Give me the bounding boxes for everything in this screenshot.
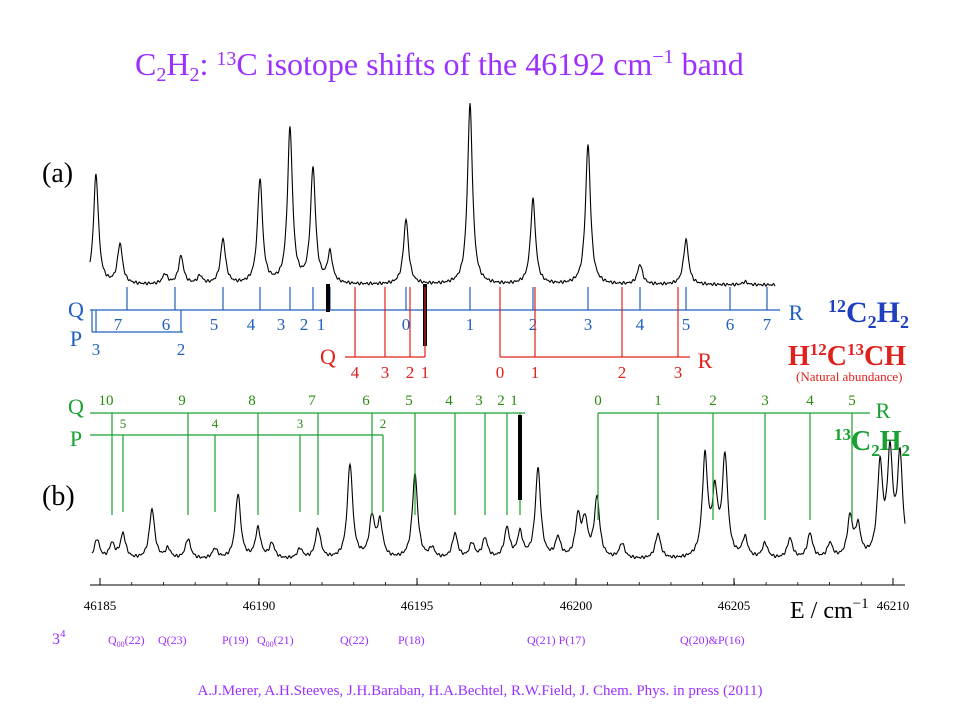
legend-note: (Natural abundance) (796, 369, 902, 384)
branch-label: 6 (162, 315, 171, 334)
x-tick-label: 46185 (84, 598, 117, 613)
branch-label: 1 (531, 363, 540, 382)
branch-label: 1 (317, 315, 326, 334)
branch-label: 2 (529, 315, 538, 334)
branch-label: 1 (466, 315, 475, 334)
branch-label: 7 (308, 393, 316, 409)
assignment: Q(20)&P(16) (680, 633, 745, 647)
x-tick-label: 46190 (243, 598, 276, 613)
branch-label: 1 (654, 393, 662, 409)
branch-label: 3 (761, 393, 769, 409)
branch-label: 4 (806, 393, 814, 409)
branch-label: 4 (445, 393, 453, 409)
legend-h12c13ch: H12C13CH (788, 340, 906, 372)
branch-label: 0 (594, 393, 602, 409)
branch-label: 2 (380, 416, 387, 431)
branch-label: 2 (497, 393, 505, 409)
branch-label: 2 (618, 363, 627, 382)
assignment: Q(21) P(17) (527, 633, 585, 647)
branch-label: R (789, 300, 804, 325)
assignment: Q00(22) (108, 633, 145, 649)
branch-label: R (698, 348, 713, 373)
branch-label: 5 (210, 315, 219, 334)
panel-label: (b) (42, 481, 75, 512)
branch-label: 5 (682, 315, 691, 334)
branch-label: 2 (300, 315, 309, 334)
citation: A.J.Merer, A.H.Steeves, J.H.Baraban, H.A… (198, 683, 763, 699)
assignments: 34 Q00(22) Q(23) P(19) Q00(21) Q(22) P(1… (52, 628, 745, 649)
branch-label: 6 (726, 315, 735, 334)
branch-label: Q (68, 297, 84, 322)
branch-label: 3 (674, 363, 683, 382)
legend-13c2h2: 13C2H2 (834, 425, 910, 460)
slide-title: C2H2: 13C isotope shifts of the 46192 cm… (135, 46, 744, 86)
branch-label: 9 (178, 393, 186, 409)
branch-label: Q (320, 344, 336, 369)
branch-label: 3 (92, 340, 101, 359)
x-axis-label: E / cm−1 (790, 596, 869, 624)
branch-label: 3 (297, 416, 304, 431)
legend-12c2h2: 12C2H2 (828, 296, 909, 332)
branch-label: 6 (362, 393, 370, 409)
branch-label: 7 (114, 315, 123, 334)
assignment: P(19) (222, 633, 249, 647)
branch-label: 2 (406, 363, 415, 382)
spectrum-trace (91, 440, 906, 560)
branch-label: 8 (248, 393, 256, 409)
branch-label: 0 (402, 315, 411, 334)
branch-label: 3 (277, 315, 286, 334)
branch-label: P (70, 426, 82, 451)
branch-label: 1 (421, 363, 430, 382)
branch-label: 4 (247, 315, 256, 334)
spectrum-trace (89, 103, 776, 287)
branch-label: 3 (584, 315, 593, 334)
branch-label: 5 (120, 416, 127, 431)
branch-label: Q (68, 394, 84, 419)
assignment: P(18) (398, 633, 425, 647)
branch-label: 4 (212, 416, 219, 431)
branch-label: 4 (351, 363, 360, 382)
assignment: Q(23) (158, 633, 187, 647)
branch-label: R (876, 398, 891, 423)
branch-label: 1 (510, 393, 518, 409)
x-tick-label: 46210 (877, 598, 910, 613)
assignment: Q(22) (340, 633, 369, 647)
assignment: 34 (52, 628, 66, 648)
branch-label: 3 (475, 393, 483, 409)
x-tick-label: 46205 (718, 598, 751, 613)
branch-label: 2 (177, 340, 186, 359)
branch-label: 2 (709, 393, 717, 409)
branch-label: 10 (99, 393, 114, 409)
branch-label: 0 (496, 363, 505, 382)
branch-label: 5 (405, 393, 413, 409)
assignment: Q00(21) (257, 633, 294, 649)
panel-label: (a) (42, 158, 73, 189)
branch-label: 4 (636, 315, 645, 334)
x-tick-label: 46195 (401, 598, 434, 613)
x-tick-label: 46200 (560, 598, 593, 613)
branch-label: 7 (763, 315, 772, 334)
branch-label: 3 (381, 363, 390, 382)
branch-label: 5 (848, 393, 856, 409)
branch-label: P (70, 326, 82, 351)
